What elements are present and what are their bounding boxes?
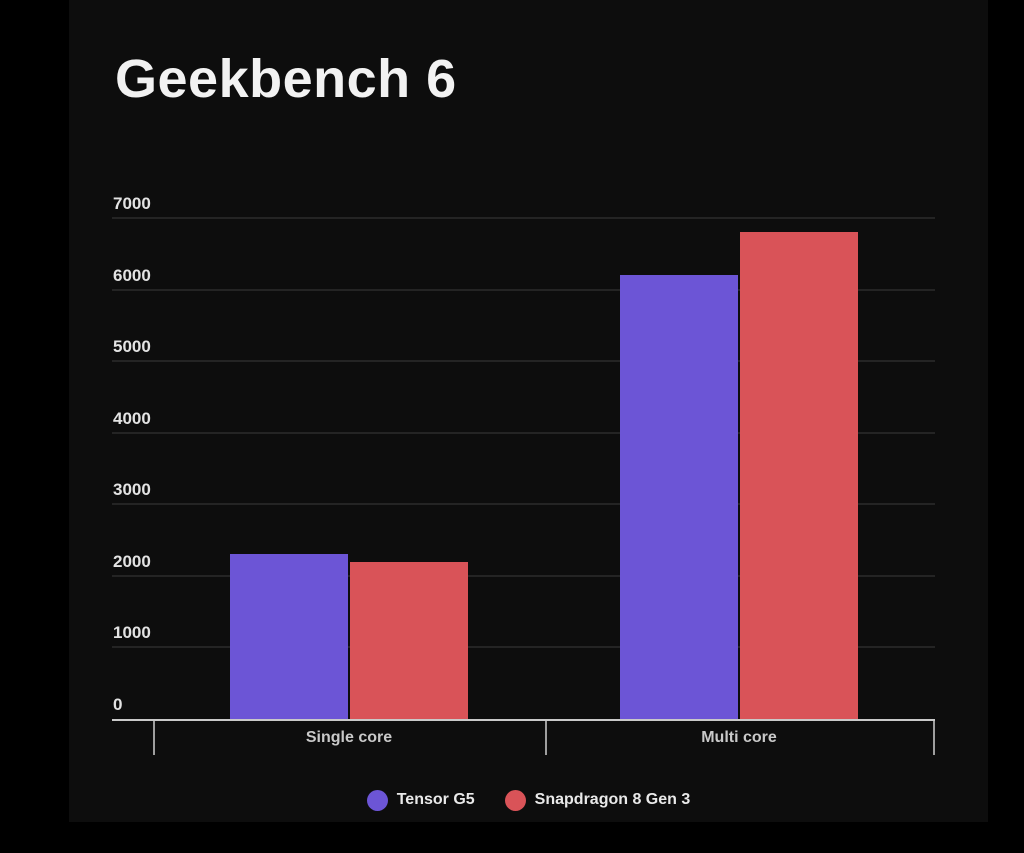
y-axis-label-7000: 7000 [113, 194, 151, 213]
bar-tensor-g5-single-core [230, 554, 348, 719]
legend-item-snapdragon-8-gen-3: Snapdragon 8 Gen 3 [504, 789, 691, 811]
chart-title: Geekbench 6 [115, 49, 457, 109]
y-axis-label-3000: 3000 [113, 480, 151, 500]
plot-area: 0 1000 2000 3000 4000 5000 6000 7000 Single core… [112, 0, 935, 822]
y-axis-label-4000: 4000 [113, 408, 151, 428]
legend-item-tensor-g5: Tensor G5 [366, 789, 475, 811]
y-axis-label-5000: 5000 [113, 337, 151, 357]
legend-label-tensor-g5: Tensor G5 [396, 791, 475, 808]
x-axis-tick-0 [153, 721, 155, 755]
legend: Tensor G5 Snapdragon 8 Gen 3 [69, 780, 988, 820]
x-axis-tick-2 [933, 721, 935, 755]
gridline-2000 [112, 574, 935, 577]
legend-dot-snapdragon-8-gen-3 [504, 789, 526, 811]
category-label-single-core: Single core [305, 729, 393, 746]
bar-snapdragon-8-gen-3-multi-core [740, 232, 858, 719]
gridline-3000 [112, 503, 935, 506]
gridline-6000 [112, 288, 935, 291]
y-axis-label-2000: 2000 [113, 551, 151, 571]
gridline-7000 [112, 217, 935, 219]
x-axis-line [112, 719, 935, 721]
y-axis-label-0: 0 [113, 695, 123, 714]
category-label-multi-core: Multi core [701, 729, 777, 746]
legend-label-snapdragon-8-gen-3: Snapdragon 8 Gen 3 [534, 791, 691, 808]
bar-tensor-g5-multi-core [620, 275, 738, 719]
gridline-5000 [112, 360, 935, 363]
x-axis-tick-1 [545, 721, 547, 755]
gridline-1000 [112, 646, 935, 649]
gridline-4000 [112, 431, 935, 434]
legend-dot-tensor-g5 [366, 789, 388, 811]
bar-snapdragon-8-gen-3-single-core [350, 561, 468, 719]
chart-card: Geekbench 6 0 1000 2000 3000 4000 5000 6000 700… [69, 0, 988, 822]
y-axis-label-1000: 1000 [113, 623, 151, 643]
y-axis-label-6000: 6000 [113, 265, 151, 285]
